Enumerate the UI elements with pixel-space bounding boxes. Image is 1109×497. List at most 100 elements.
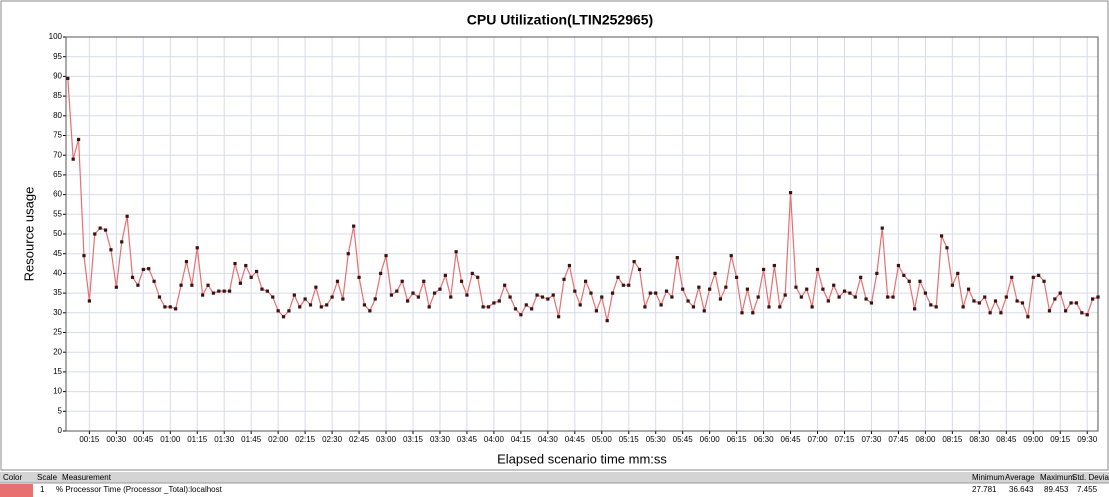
data-point <box>406 299 410 303</box>
data-point <box>411 291 415 295</box>
data-point <box>459 279 464 283</box>
data-point <box>643 305 647 309</box>
data-point <box>972 299 976 303</box>
data-point <box>195 246 199 250</box>
data-point <box>1074 301 1079 305</box>
data-point <box>621 283 625 287</box>
data-point <box>1037 273 1041 277</box>
data-point <box>859 275 863 279</box>
data-point <box>740 311 744 315</box>
data-point <box>503 283 507 287</box>
data-point <box>896 263 901 268</box>
data-point <box>379 271 383 275</box>
data-point <box>114 285 118 289</box>
data-point <box>632 259 636 264</box>
data-point <box>594 309 598 313</box>
data-point <box>76 137 81 142</box>
data-point <box>125 214 129 218</box>
y-tick-label: 55 <box>53 209 62 218</box>
data-point <box>82 254 86 258</box>
legend-stat: 27.781 <box>972 485 997 494</box>
data-point <box>1026 315 1030 319</box>
data-point <box>1020 301 1025 305</box>
legend-header-cell: Std. Deviation <box>1072 473 1109 482</box>
legend-header-cell: Minimum <box>972 473 1005 482</box>
data-point <box>346 252 350 256</box>
plot-frame <box>65 36 1099 432</box>
data-point <box>1010 275 1014 279</box>
data-point <box>837 295 841 299</box>
data-point <box>238 281 242 285</box>
data-point <box>772 263 776 268</box>
legend-stat: 7.455 <box>1077 485 1098 494</box>
x-tick-label: 06:00 <box>700 435 721 444</box>
x-tick-label: 06:15 <box>727 435 748 444</box>
data-point <box>449 295 453 299</box>
data-point <box>368 309 372 313</box>
data-point <box>718 297 723 301</box>
data-point <box>745 287 750 291</box>
data-point <box>1053 297 1057 301</box>
y-tick-label: 50 <box>53 229 62 238</box>
data-point <box>130 275 135 279</box>
data-point <box>271 295 275 299</box>
y-axis-label: Resource usage <box>21 187 36 282</box>
data-point <box>508 295 512 299</box>
data-point <box>648 291 652 295</box>
data-point <box>362 303 367 307</box>
data-point <box>103 228 108 232</box>
y-tick-label: 65 <box>53 170 62 179</box>
data-point <box>147 267 151 271</box>
data-point <box>799 295 803 299</box>
data-point <box>98 226 102 230</box>
legend-stat: 89.453 <box>1044 485 1069 494</box>
data-point <box>184 259 189 264</box>
data-point <box>465 293 469 297</box>
data-point <box>476 275 480 279</box>
data-point <box>567 263 572 268</box>
legend-header-cell: Scale <box>37 473 58 482</box>
x-tick-label: 01:15 <box>187 435 208 444</box>
data-point <box>697 285 701 289</box>
data-point <box>109 248 113 252</box>
data-point <box>136 283 140 287</box>
data-point <box>276 309 280 313</box>
x-tick-label: 07:45 <box>888 435 909 444</box>
legend-header-cell: Maximum <box>1040 473 1075 482</box>
x-tick-label: 03:15 <box>403 435 424 444</box>
data-point <box>341 297 345 301</box>
data-point <box>610 291 615 295</box>
y-tick-label: 30 <box>53 308 62 317</box>
x-tick-label: 08:30 <box>969 435 990 444</box>
data-point <box>325 303 329 307</box>
x-tick-label: 09:30 <box>1077 435 1098 444</box>
data-point <box>443 273 447 277</box>
data-point <box>1047 309 1052 313</box>
y-tick-label: 15 <box>53 367 62 376</box>
data-point <box>691 305 696 309</box>
data-point <box>637 267 642 272</box>
data-point <box>1069 301 1073 305</box>
y-tick-label: 75 <box>53 131 62 140</box>
data-point <box>864 297 868 301</box>
data-point <box>939 234 944 238</box>
x-axis-label: Elapsed scenario time mm:ss <box>497 451 667 466</box>
data-point <box>918 279 922 283</box>
x-tick-label: 00:15 <box>79 435 100 444</box>
legend-stat: 36.643 <box>1009 485 1034 494</box>
y-tick-label: 95 <box>53 52 62 61</box>
data-point <box>1085 313 1089 317</box>
data-point <box>1015 299 1019 303</box>
data-point <box>605 319 609 323</box>
data-point <box>1064 309 1068 313</box>
data-point <box>891 295 895 299</box>
x-tick-label: 08:00 <box>915 435 936 444</box>
data-point <box>999 311 1003 315</box>
data-point <box>260 287 264 291</box>
y-tick-label: 40 <box>53 269 62 278</box>
data-point <box>422 279 426 283</box>
data-point <box>1031 275 1035 279</box>
x-tick-label: 08:15 <box>942 435 963 444</box>
data-point <box>713 271 717 275</box>
x-tick-label: 04:30 <box>538 435 559 444</box>
